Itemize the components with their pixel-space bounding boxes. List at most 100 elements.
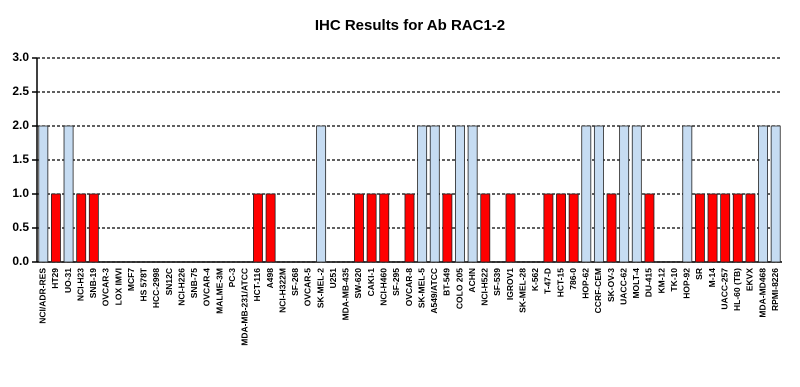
bar: [316, 125, 327, 263]
bar: [253, 193, 263, 263]
x-tick-label: PC-3: [227, 268, 237, 288]
x-tick-label: EKVX: [745, 268, 755, 291]
x-tick-label: SR: [694, 268, 704, 280]
x-tick-label: NCI/ADR-RES: [38, 268, 48, 324]
bar: [354, 193, 364, 263]
bar: [568, 193, 579, 263]
x-tick-label: HCT-116: [252, 268, 262, 302]
x-tick-label: NCI-H226: [176, 268, 186, 306]
bar: [505, 193, 516, 263]
bar: [63, 125, 74, 263]
x-tick-label: OVCAR-8: [404, 268, 414, 307]
x-tick-label: HS 578T: [139, 267, 149, 301]
x-tick-label: UACC-257: [719, 268, 729, 310]
chart-title: IHC Results for Ab RAC1-2: [315, 17, 505, 34]
bar: [50, 193, 61, 263]
bar: [631, 125, 642, 263]
x-tick-label: SF-268: [290, 268, 300, 296]
x-tick-label: RPMI-8226: [770, 268, 780, 311]
bar: [265, 193, 276, 263]
bar: [467, 125, 478, 263]
x-tick-label: HCC-2998: [151, 268, 161, 308]
bar: [694, 193, 705, 263]
x-tick-label: TK-10: [669, 268, 679, 292]
x-tick-label: SN12C: [164, 268, 174, 295]
x-tick-label: ACHN: [467, 268, 477, 293]
y-tick-label: 0.0: [12, 254, 29, 268]
x-tick-label: MDA-MB-435: [341, 268, 351, 321]
x-tick-label: COLO 205: [454, 268, 464, 309]
x-tick-label: MALME-3M: [214, 268, 224, 314]
x-tick-label: NCI-H322M: [277, 268, 287, 313]
x-tick-label: OVCAR-3: [101, 268, 111, 307]
x-tick-label: HCT-15: [555, 268, 565, 298]
x-tick-label: SW-620: [353, 268, 363, 299]
x-tick-label: SK-MEL-2: [315, 268, 325, 308]
y-tick-label: 2.5: [12, 84, 29, 98]
x-tick-label: CAKI-1: [366, 268, 376, 297]
x-tick-label: SK-MEL-5: [416, 268, 426, 308]
y-tick-label: 1.5: [12, 152, 29, 166]
x-tick-label: A498: [265, 268, 275, 289]
x-tick-label: SK-MEL-28: [517, 268, 527, 313]
bar: [76, 193, 87, 263]
y-tick-label: 0.5: [12, 220, 29, 234]
x-tick-label: LOX IMVI: [113, 268, 123, 305]
bar: [38, 125, 49, 263]
y-tick-label: 2.0: [12, 118, 29, 132]
bar: [770, 125, 781, 263]
x-tick-label: SNB-75: [189, 268, 199, 299]
y-tick-label: 1.0: [12, 186, 29, 200]
bar: [417, 125, 428, 263]
bar: [758, 125, 769, 263]
bar: [732, 193, 743, 263]
bar: [720, 193, 731, 263]
x-tick-label: BT-549: [442, 268, 452, 296]
bar: [707, 193, 718, 263]
x-tick-label: NCI-H460: [378, 268, 388, 306]
x-tick-label: HOP-92: [682, 268, 692, 299]
y-tick-label: 3.0: [12, 50, 29, 64]
x-tick-label: MDA-MB-231/ATCC: [240, 268, 250, 346]
bar: [581, 125, 592, 263]
bar: [619, 125, 630, 263]
x-tick-label: NCI-H23: [75, 268, 85, 301]
x-tick-label: OVCAR-5: [303, 268, 313, 307]
x-tick-label: IGROV1: [505, 268, 515, 300]
bar: [88, 193, 99, 263]
x-tick-label: CCRF-CEM: [593, 268, 603, 313]
x-tick-label: MOLT-4: [631, 268, 641, 299]
x-tick-label: SNB-19: [88, 268, 98, 299]
bar: [429, 125, 440, 263]
x-tick-label: T-47-D: [543, 268, 553, 294]
x-tick-label: SF-539: [492, 268, 502, 296]
x-tick-label: MDA-MD468: [757, 268, 767, 318]
x-tick-label: UACC-62: [618, 268, 628, 305]
x-tick-label: U251: [328, 268, 338, 289]
bar: [442, 193, 453, 263]
bar: [404, 193, 415, 263]
bar: [682, 125, 693, 263]
x-tick-label: HL-60 (TB): [732, 268, 742, 311]
x-tick-label: 786-0: [568, 268, 578, 290]
bar: [644, 193, 655, 263]
x-tick-label: HOP-62: [581, 268, 591, 299]
x-tick-label: OVCAR-4: [202, 268, 212, 307]
bar: [455, 125, 465, 263]
x-tick-label: DU-415: [644, 268, 654, 298]
x-tick-label: SF-295: [391, 268, 401, 296]
x-tick-label: K-562: [530, 268, 540, 291]
bar: [593, 125, 604, 263]
bar: [543, 193, 554, 263]
x-tick-label: UO-31: [63, 268, 73, 293]
bar: [379, 193, 390, 263]
bar: [556, 193, 566, 263]
x-tick-label: KM-12: [656, 268, 666, 294]
bar: [480, 193, 491, 263]
x-tick-label: NCI-H522: [480, 268, 490, 306]
x-tick-label: MCF7: [126, 268, 136, 291]
x-tick-label: A549/ATCC: [429, 268, 439, 314]
x-tick-label: SK-OV-3: [606, 268, 616, 302]
bar: [606, 193, 617, 263]
